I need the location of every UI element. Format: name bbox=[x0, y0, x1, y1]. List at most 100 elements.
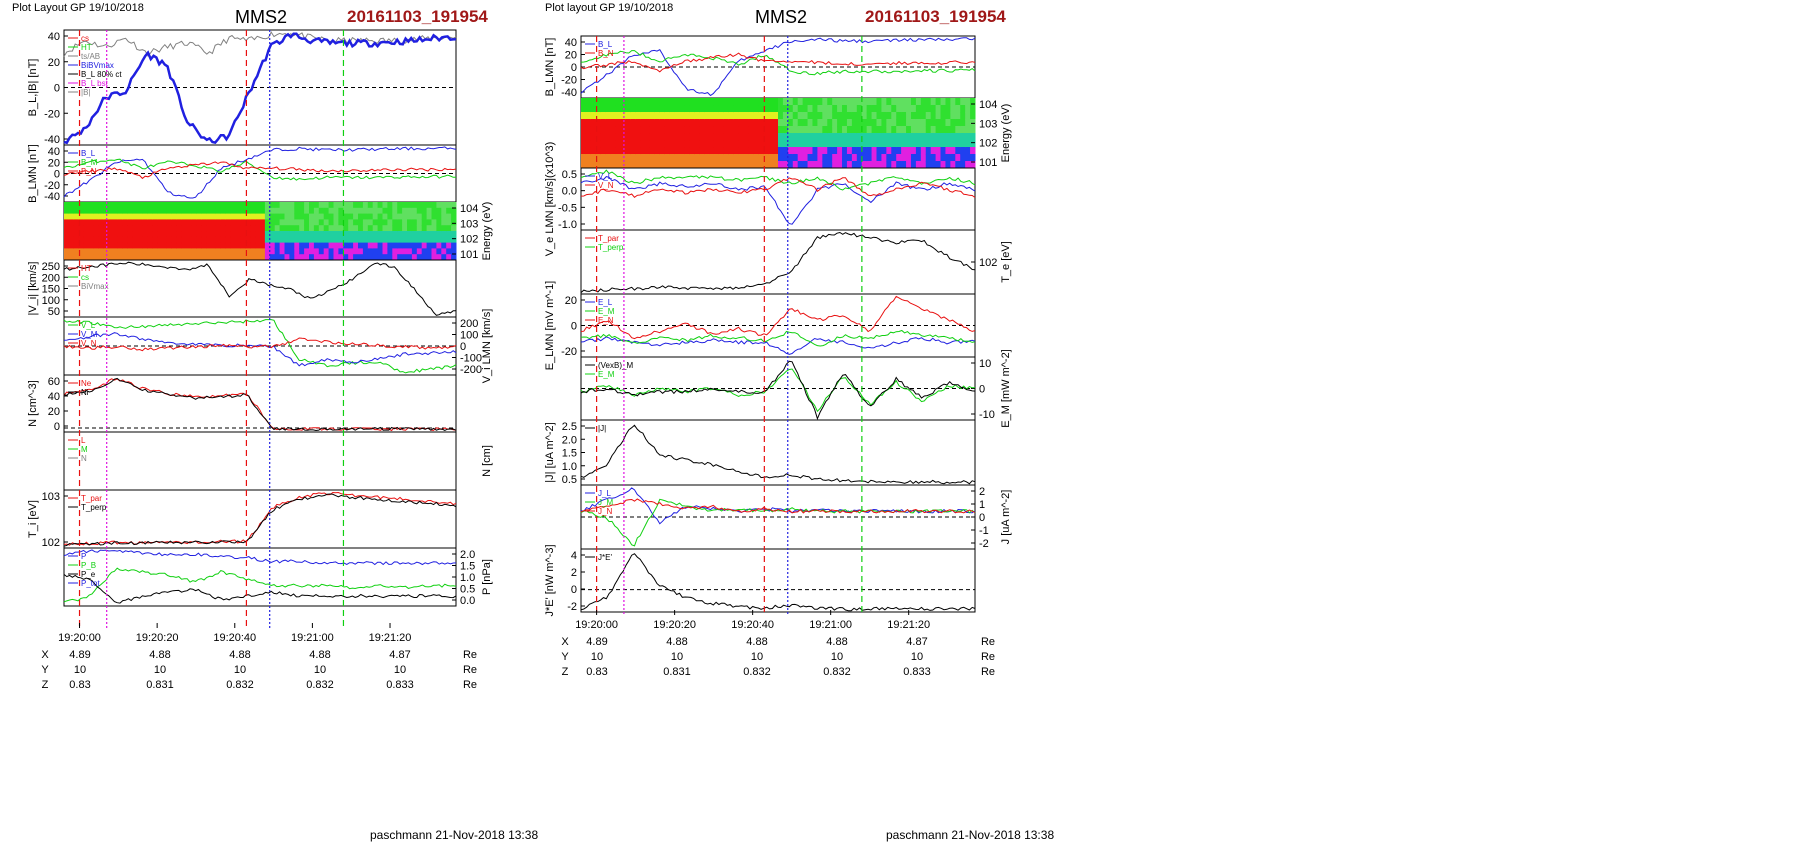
spectrogram-cell bbox=[372, 248, 379, 255]
spectrogram-cell bbox=[392, 202, 398, 209]
spectrogram-cell bbox=[787, 133, 794, 141]
spectrogram-cell bbox=[225, 254, 232, 261]
spectrogram-cell bbox=[753, 112, 759, 120]
spectrogram-cell bbox=[269, 242, 276, 249]
spectrogram-cell bbox=[822, 112, 828, 120]
spectrogram-cell bbox=[343, 248, 349, 255]
spectrogram-cell bbox=[372, 236, 379, 244]
spectrogram-cell bbox=[230, 236, 236, 244]
y-tick-label: 20 bbox=[565, 295, 577, 307]
spectrogram-cell bbox=[910, 154, 917, 162]
spectrogram-cell bbox=[260, 248, 266, 255]
spectrogram-cell bbox=[451, 213, 457, 220]
spectrogram-cell bbox=[970, 140, 976, 148]
spectrogram-cell bbox=[915, 112, 922, 120]
spectrogram-cell bbox=[318, 242, 325, 249]
spectrogram-cell bbox=[73, 213, 80, 220]
spectrogram-cell bbox=[738, 161, 745, 169]
spectrogram-cell bbox=[640, 112, 646, 120]
y-tick-label: 20 bbox=[48, 406, 60, 418]
spectrogram-cell bbox=[773, 133, 779, 141]
spectrogram-cell bbox=[211, 254, 217, 261]
spectrogram-cell bbox=[960, 161, 966, 169]
spectrogram-cell bbox=[137, 202, 143, 209]
y-tick-label: -2 bbox=[567, 601, 577, 613]
spectrogram-cell bbox=[206, 236, 212, 244]
spectrogram-cell bbox=[930, 119, 937, 127]
spectrogram-cell bbox=[659, 147, 666, 155]
spectrogram-cell bbox=[802, 154, 809, 162]
spectrogram-cell bbox=[817, 119, 823, 127]
spectrogram-cell bbox=[309, 202, 315, 209]
spectrogram-cell bbox=[260, 202, 266, 209]
spectrogram-cell bbox=[713, 112, 720, 120]
spectrogram-cell bbox=[201, 225, 207, 232]
y-axis-label: N [cm^-3] bbox=[27, 380, 39, 427]
spectrogram-cell bbox=[822, 140, 828, 148]
spectrogram-cell bbox=[901, 140, 907, 148]
spectrogram-cell bbox=[704, 147, 710, 155]
spectrogram-cell bbox=[782, 140, 789, 148]
spectrogram-cell bbox=[411, 242, 418, 249]
series-line-ne bbox=[63, 378, 457, 432]
spectrogram-cell bbox=[181, 248, 187, 255]
spectrogram-cell bbox=[323, 242, 330, 249]
spectrogram-cell bbox=[827, 112, 833, 120]
spectrogram-cell bbox=[162, 202, 168, 209]
spectrogram-cell bbox=[595, 133, 602, 141]
spectrogram-cell bbox=[861, 119, 868, 127]
y-tick-label: 2.5 bbox=[562, 421, 577, 433]
spectrogram-cell bbox=[191, 231, 197, 238]
spectrogram-cell bbox=[955, 161, 961, 169]
spectrogram-cell bbox=[309, 231, 315, 238]
spectrogram-cell bbox=[294, 231, 300, 238]
spectrogram-cell bbox=[640, 147, 646, 155]
spectrogram-cell bbox=[313, 213, 320, 220]
spectrogram-cell bbox=[748, 154, 754, 162]
y-tick-label: 50 bbox=[48, 306, 60, 318]
spectrogram-cell bbox=[176, 254, 183, 261]
spectrogram-cell bbox=[93, 231, 99, 238]
spectrogram-cell bbox=[763, 154, 769, 162]
y-axis-label: Energy (eV) bbox=[481, 202, 493, 261]
spectrogram-cell bbox=[945, 161, 951, 169]
spectrogram-cell bbox=[402, 225, 408, 232]
spectrogram-cell bbox=[694, 161, 700, 169]
spectrogram-cell bbox=[191, 219, 197, 226]
spectrogram-cell bbox=[353, 236, 359, 244]
spectrogram-cell bbox=[955, 126, 961, 134]
spectrogram-cell bbox=[955, 119, 961, 127]
spectrogram-cell bbox=[970, 161, 976, 169]
spectrogram-cell bbox=[640, 140, 646, 148]
spectrogram-cell bbox=[600, 119, 607, 127]
spectrogram-cell bbox=[664, 126, 671, 134]
spectrogram-cell bbox=[122, 202, 129, 209]
spectrogram-cell bbox=[64, 225, 70, 232]
spectrogram-cell bbox=[935, 147, 942, 155]
spectrogram-cell bbox=[240, 248, 246, 255]
spectrogram-cell bbox=[431, 231, 437, 238]
spectrogram-cell bbox=[343, 219, 349, 226]
spectrogram-cell bbox=[411, 231, 418, 238]
spectrogram-cell bbox=[132, 231, 138, 238]
spectrogram-cell bbox=[230, 202, 236, 209]
spectrogram-cell bbox=[866, 133, 873, 141]
spectrogram-cell bbox=[837, 98, 843, 106]
y-axis-label: Energy (eV) bbox=[1000, 104, 1012, 163]
spectrogram-cell bbox=[186, 248, 192, 255]
spectrogram-cell bbox=[881, 98, 887, 106]
spectrogram-cell bbox=[166, 219, 173, 226]
spectrogram-cell bbox=[782, 98, 789, 106]
spectrogram-cell bbox=[940, 112, 946, 120]
spectrogram-cell bbox=[901, 126, 907, 134]
spectrogram-cell bbox=[640, 161, 646, 169]
series-line-j-l bbox=[580, 487, 976, 525]
spectrogram-cell bbox=[250, 219, 256, 226]
y-tick-label: -20 bbox=[561, 346, 577, 358]
y-tick-label: 20 bbox=[565, 50, 577, 62]
ephemeris-value: 4.87 bbox=[389, 649, 410, 661]
spectrogram-cell bbox=[255, 225, 261, 232]
spectrogram-cell bbox=[250, 248, 256, 255]
ephemeris-row-label: Y bbox=[41, 664, 49, 676]
x-tick-label: 19:21:00 bbox=[291, 632, 334, 644]
